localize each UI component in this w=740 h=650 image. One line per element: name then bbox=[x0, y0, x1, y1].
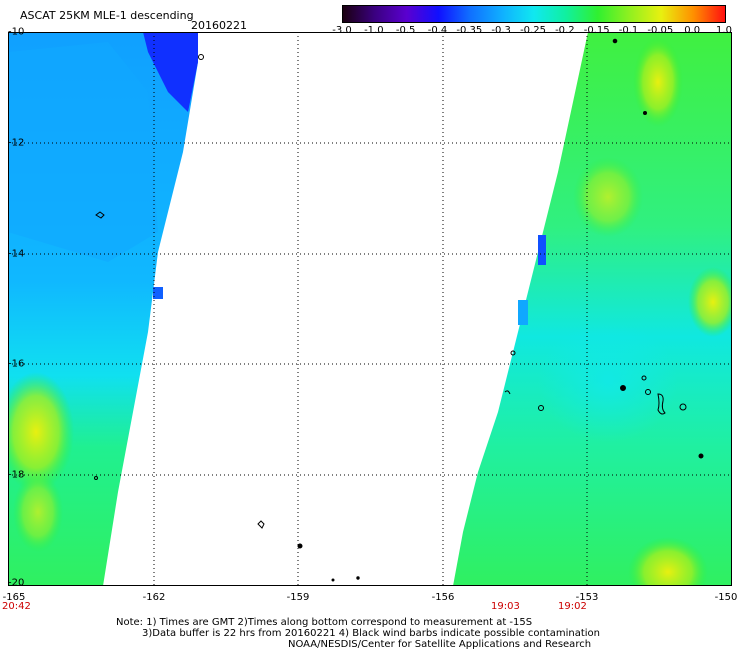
lat-label-10: -10 bbox=[8, 26, 25, 38]
date-label: 20160221 bbox=[191, 19, 247, 32]
colorbar-label: -0.05 bbox=[647, 25, 674, 36]
note-line-3: NOAA/NESDIS/Center for Satellite Applica… bbox=[288, 639, 592, 650]
time-left: 20:42 bbox=[2, 601, 31, 612]
note-line-2: 3)Data buffer is 22 hrs from 20160221 4)… bbox=[142, 628, 600, 639]
colorbar-label: -0.3 bbox=[491, 25, 511, 36]
lon-label-159: -159 bbox=[286, 592, 310, 603]
product-title: ASCAT 25KM MLE-1 descending bbox=[20, 9, 194, 22]
time-mid1: 19:03 bbox=[491, 601, 520, 612]
lat-label-20: -20 bbox=[8, 577, 25, 589]
lat-label-18: -18 bbox=[8, 469, 25, 481]
colorbar-label: -0.1 bbox=[618, 25, 639, 36]
right-swath bbox=[453, 32, 732, 586]
colorbar bbox=[342, 5, 726, 23]
lon-label-156: -156 bbox=[431, 592, 455, 603]
colorbar-label: -0.4 bbox=[427, 25, 448, 36]
graticule bbox=[8, 32, 732, 586]
colorbar-label: -0.35 bbox=[456, 25, 483, 36]
colorbar-label: 0.0 bbox=[684, 25, 701, 36]
colorbar-label: -0.25 bbox=[520, 25, 546, 36]
time-mid2: 19:02 bbox=[558, 601, 587, 612]
colorbar-label: 1.0 bbox=[716, 25, 732, 36]
colorbar-label: -0.15 bbox=[583, 25, 610, 36]
lon-label-165: -165 bbox=[2, 592, 26, 603]
lon-label-162: -162 bbox=[142, 592, 166, 603]
lon-label-153: -153 bbox=[575, 592, 599, 603]
note-line-1: Note: 1) Times are GMT 2)Times along bot… bbox=[116, 617, 533, 628]
colorbar-label: -3.0 bbox=[332, 25, 352, 36]
lon-label-150: -150 bbox=[714, 592, 738, 603]
lat-label-16: -16 bbox=[8, 358, 25, 370]
wind-map bbox=[8, 32, 732, 586]
left-swath bbox=[8, 32, 198, 586]
colorbar-label: -0.5 bbox=[395, 25, 416, 36]
lat-label-14: -14 bbox=[8, 248, 25, 260]
lat-label-12: -12 bbox=[8, 137, 25, 149]
colorbar-label: -0.2 bbox=[555, 25, 575, 36]
island-outlines bbox=[94, 38, 704, 582]
colorbar-label: -1.0 bbox=[364, 25, 384, 36]
